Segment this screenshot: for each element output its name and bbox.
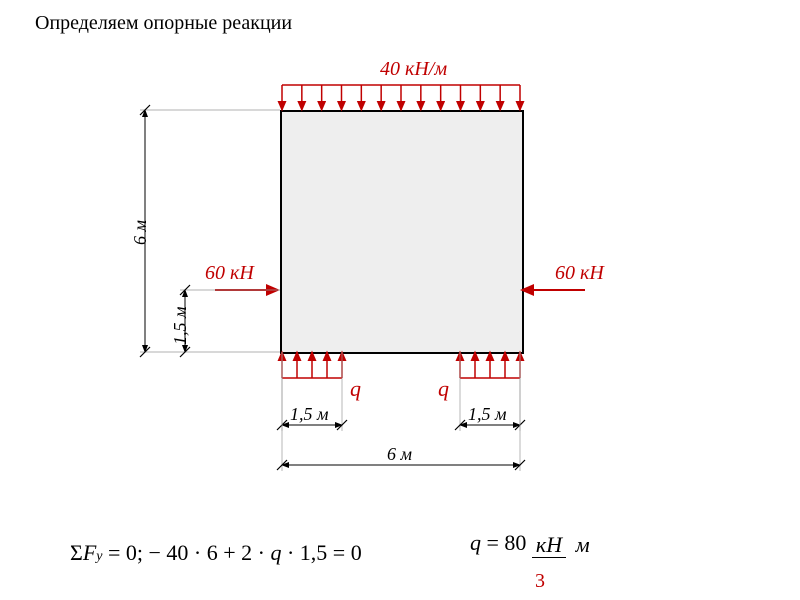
left-force-label: 60 кН bbox=[205, 262, 254, 285]
diagram-overlay bbox=[0, 0, 800, 600]
dim-h15l: 1,5 м bbox=[290, 404, 329, 425]
dim-v15: 1,5 м bbox=[170, 307, 191, 346]
dim-h6: 6 м bbox=[387, 444, 412, 465]
page-number: 3 bbox=[535, 570, 545, 593]
q-left-label: q bbox=[350, 376, 361, 402]
eq2-frac: кН м bbox=[532, 533, 594, 557]
frac-d: м bbox=[572, 532, 594, 557]
top-load-label: 40 кН/м bbox=[380, 58, 447, 81]
eq-rest: = 0; − 40 · 6 + 2 · bbox=[102, 540, 270, 565]
dim-v6: 6 м bbox=[130, 220, 151, 245]
eq-F: F bbox=[83, 540, 96, 565]
eq-rest2: · 1,5 = 0 bbox=[281, 540, 361, 565]
eq2-q: q bbox=[470, 530, 481, 555]
frac-n: кН bbox=[532, 532, 566, 558]
q-right-label: q bbox=[438, 376, 449, 402]
sigma: Σ bbox=[70, 540, 83, 565]
right-force-label: 60 кН bbox=[555, 262, 604, 285]
equation-1: ΣFy = 0; − 40 · 6 + 2 · q · 1,5 = 0 bbox=[70, 540, 362, 566]
eq-q1: q bbox=[270, 540, 281, 565]
eq2-eq: = 80 bbox=[481, 530, 532, 555]
equation-2: q = 80 кН м bbox=[470, 530, 594, 557]
dim-h15r: 1,5 м bbox=[468, 404, 507, 425]
